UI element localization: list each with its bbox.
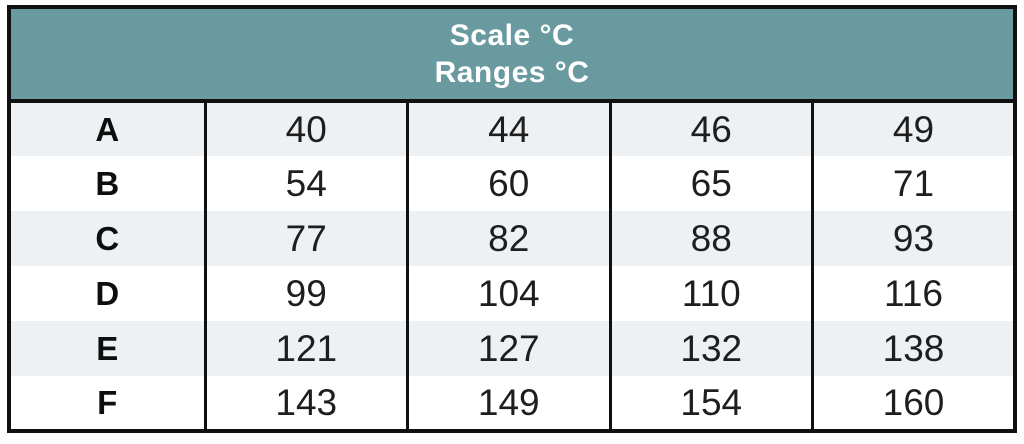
table-title-line1: Scale °C	[449, 19, 575, 52]
table-header-cell: Scale °C Ranges °C	[9, 7, 1015, 103]
row-label: B	[95, 164, 120, 202]
value-cell: 143	[203, 376, 408, 431]
table-row: E 121 127 132 138	[9, 321, 1015, 376]
value-cell: 104	[406, 266, 610, 321]
scale-ranges-table: Scale °C Ranges °C A 40 44 46 49 B 54 60 65 71 C 77…	[7, 5, 1017, 433]
table-row: A 40 44 46 49	[9, 101, 1015, 156]
value-cell: 71	[811, 156, 1015, 211]
table-body: A 40 44 46 49 B 54 60 65 71 C 77 82 88 93 D 99 104 110 116 E…	[9, 101, 1015, 431]
table-title-line2: Ranges °C	[434, 56, 590, 89]
value-cell: 65	[608, 156, 813, 211]
value-cell: 82	[406, 211, 610, 266]
value-cell: 40	[203, 101, 408, 156]
row-label: F	[97, 383, 118, 421]
value-cell: 93	[811, 211, 1015, 266]
table-row: B 54 60 65 71	[9, 156, 1015, 211]
value-cell: 54	[203, 156, 408, 211]
row-label: C	[95, 219, 120, 257]
value-cell: 46	[608, 101, 813, 156]
table-row: C 77 82 88 93	[9, 211, 1015, 266]
value-cell: 88	[608, 211, 813, 266]
value-cell: 77	[203, 211, 408, 266]
value-cell: 60	[406, 156, 610, 211]
value-cell: 110	[608, 266, 813, 321]
row-label: D	[95, 274, 120, 312]
value-cell: 49	[811, 101, 1015, 156]
value-cell: 121	[203, 321, 408, 376]
table-row: F 143 149 154 160	[9, 376, 1015, 431]
value-cell: 138	[811, 321, 1015, 376]
value-cell: 44	[406, 101, 610, 156]
value-cell: 160	[811, 376, 1015, 431]
row-label: A	[95, 110, 120, 148]
value-cell: 127	[406, 321, 610, 376]
value-cell: 116	[811, 266, 1015, 321]
row-label: E	[96, 329, 119, 367]
value-cell: 99	[203, 266, 408, 321]
value-cell: 149	[406, 376, 610, 431]
table-header-row: Scale °C Ranges °C	[9, 7, 1015, 103]
value-cell: 132	[608, 321, 813, 376]
value-cell: 154	[608, 376, 813, 431]
table-row: D 99 104 110 116	[9, 266, 1015, 321]
